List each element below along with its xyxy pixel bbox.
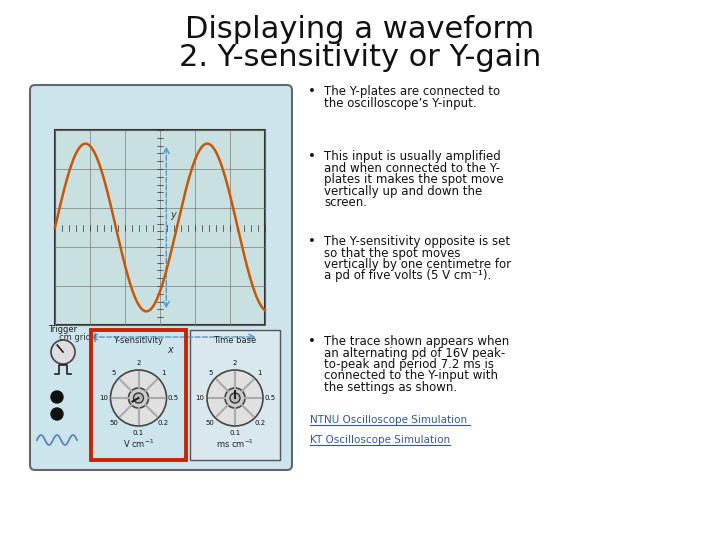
Text: 1: 1 bbox=[161, 370, 166, 376]
Text: •: • bbox=[308, 235, 316, 248]
Circle shape bbox=[51, 408, 63, 420]
Text: so that the spot moves: so that the spot moves bbox=[324, 246, 461, 260]
Text: 0.2: 0.2 bbox=[254, 420, 265, 426]
Text: Displaying a waveform: Displaying a waveform bbox=[185, 16, 535, 44]
Text: NTNU Oscilloscope Simulation: NTNU Oscilloscope Simulation bbox=[310, 415, 467, 425]
Text: 0.5: 0.5 bbox=[168, 395, 179, 401]
Text: The trace shown appears when: The trace shown appears when bbox=[324, 335, 509, 348]
Circle shape bbox=[51, 391, 63, 403]
Text: V cm$^{-1}$: V cm$^{-1}$ bbox=[123, 437, 154, 450]
Text: •: • bbox=[308, 150, 316, 163]
Circle shape bbox=[128, 388, 148, 408]
Bar bbox=[91, 330, 186, 460]
Text: •: • bbox=[308, 335, 316, 348]
Text: y: y bbox=[171, 210, 176, 219]
Bar bbox=[55, 130, 265, 325]
Text: 10: 10 bbox=[99, 395, 108, 401]
Text: Time base: Time base bbox=[213, 336, 256, 345]
Text: 10: 10 bbox=[196, 395, 204, 401]
Text: The Y-sensitivity opposite is set: The Y-sensitivity opposite is set bbox=[324, 235, 510, 248]
Text: x: x bbox=[168, 345, 174, 355]
Circle shape bbox=[110, 370, 166, 426]
Text: 0.5: 0.5 bbox=[264, 395, 276, 401]
Text: 2: 2 bbox=[136, 360, 140, 366]
Text: connected to the Y-input with: connected to the Y-input with bbox=[324, 369, 498, 382]
Text: KT Oscilloscope Simulation: KT Oscilloscope Simulation bbox=[310, 435, 450, 445]
Text: cm grid |: cm grid | bbox=[59, 333, 96, 341]
Text: the settings as shown.: the settings as shown. bbox=[324, 381, 457, 394]
Text: Trigger: Trigger bbox=[48, 325, 78, 334]
Text: to-peak and period 7.2 ms is: to-peak and period 7.2 ms is bbox=[324, 358, 494, 371]
Text: 1: 1 bbox=[258, 370, 262, 376]
Text: a pd of five volts (5 V cm⁻¹).: a pd of five volts (5 V cm⁻¹). bbox=[324, 269, 491, 282]
Text: 50: 50 bbox=[109, 420, 118, 426]
Text: This input is usually amplified: This input is usually amplified bbox=[324, 150, 500, 163]
Text: an alternating pd of 16V peak-: an alternating pd of 16V peak- bbox=[324, 347, 505, 360]
Text: ms cm$^{-1}$: ms cm$^{-1}$ bbox=[216, 437, 254, 450]
Text: screen.: screen. bbox=[324, 196, 367, 209]
Circle shape bbox=[51, 340, 75, 364]
Text: 5: 5 bbox=[208, 370, 212, 376]
Text: 2. Y-sensitivity or Y-gain: 2. Y-sensitivity or Y-gain bbox=[179, 44, 541, 72]
Circle shape bbox=[230, 393, 240, 403]
Text: 0.1: 0.1 bbox=[133, 430, 144, 436]
Bar bbox=[190, 330, 280, 460]
Text: vertically by one centimetre for: vertically by one centimetre for bbox=[324, 258, 511, 271]
Text: the oscilloscope’s Y-input.: the oscilloscope’s Y-input. bbox=[324, 97, 477, 110]
Text: 5: 5 bbox=[112, 370, 116, 376]
Circle shape bbox=[207, 370, 263, 426]
Text: and when connected to the Y-: and when connected to the Y- bbox=[324, 161, 500, 174]
Text: Y-sensitivity: Y-sensitivity bbox=[114, 336, 163, 345]
Text: •: • bbox=[308, 85, 316, 98]
FancyBboxPatch shape bbox=[30, 85, 292, 470]
Text: The Y-plates are connected to: The Y-plates are connected to bbox=[324, 85, 500, 98]
Text: 50: 50 bbox=[206, 420, 215, 426]
Text: 2: 2 bbox=[233, 360, 237, 366]
Circle shape bbox=[225, 388, 245, 408]
Text: 0.1: 0.1 bbox=[230, 430, 240, 436]
Text: plates it makes the spot move: plates it makes the spot move bbox=[324, 173, 503, 186]
Text: 0.2: 0.2 bbox=[158, 420, 168, 426]
Text: vertically up and down the: vertically up and down the bbox=[324, 185, 482, 198]
Circle shape bbox=[133, 393, 143, 403]
